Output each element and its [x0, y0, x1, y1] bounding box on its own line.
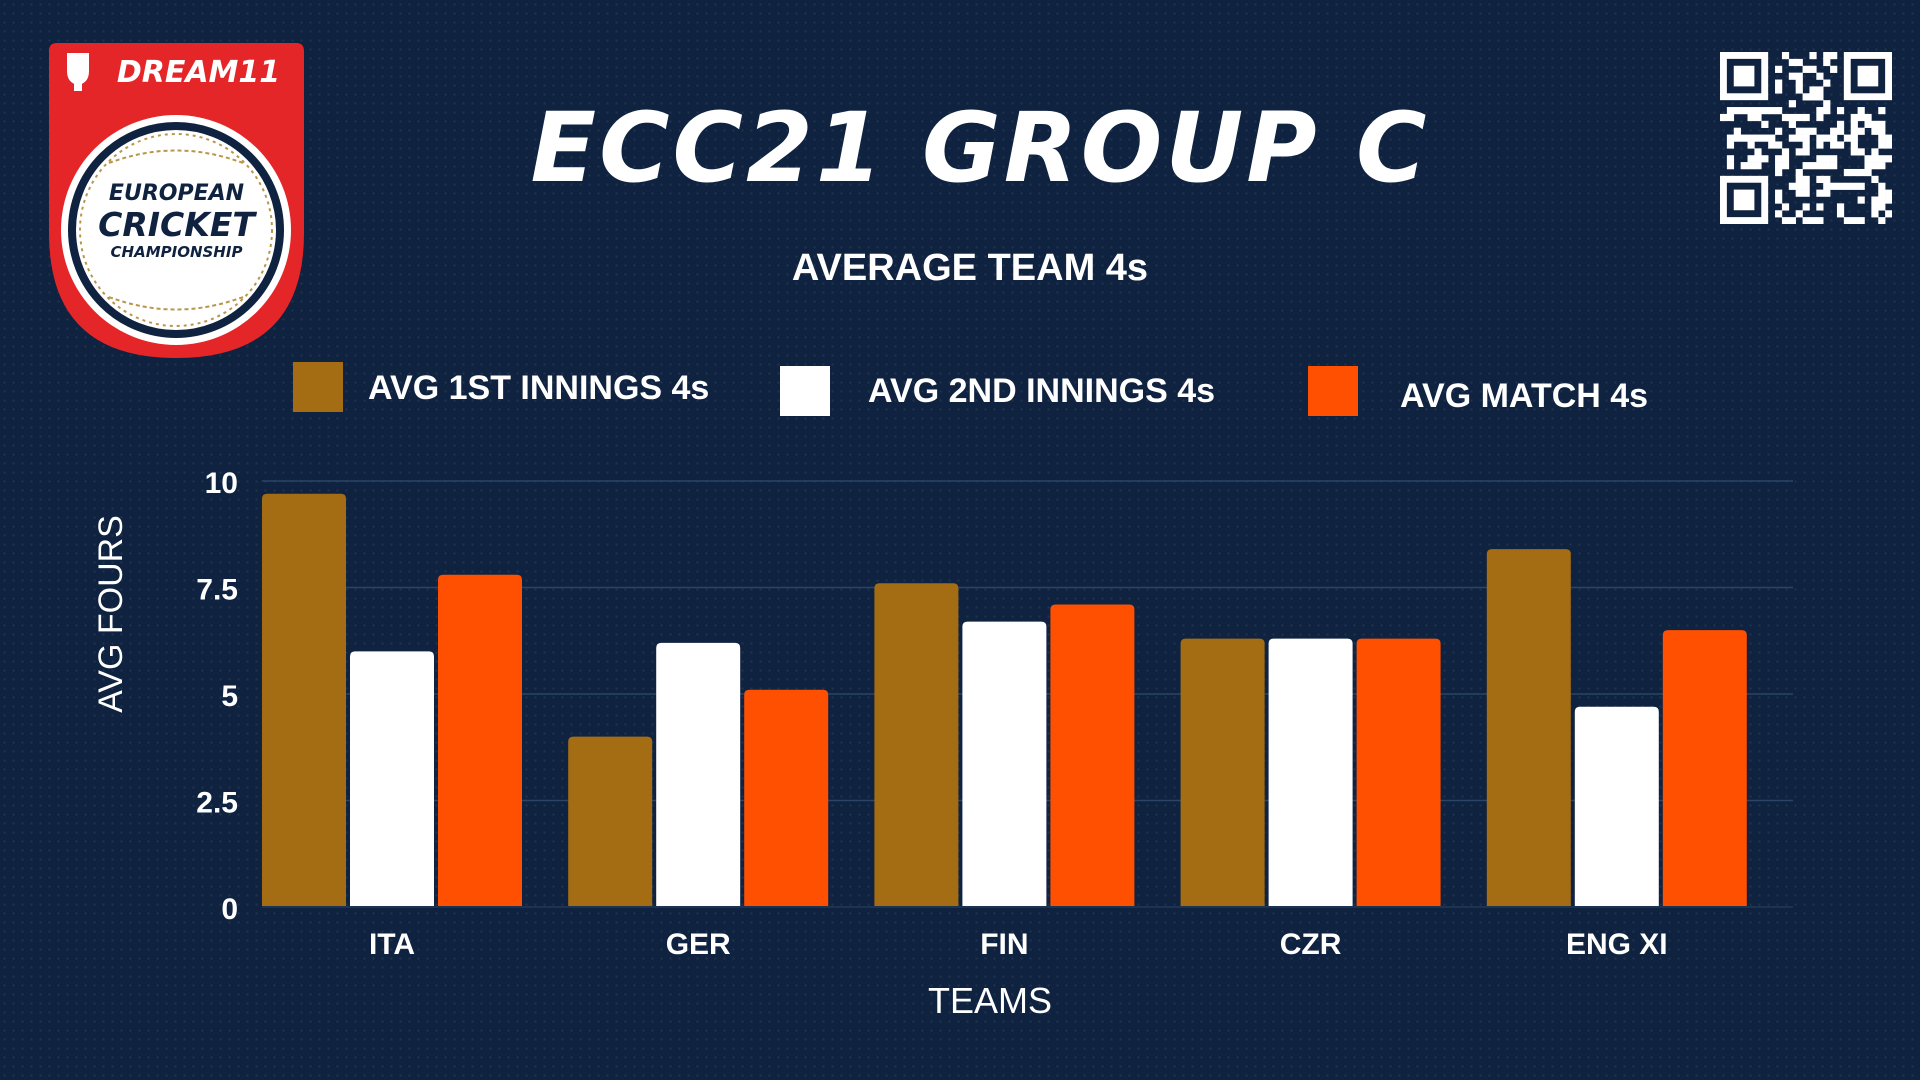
x-tick-label: GER	[666, 928, 731, 961]
dream11-logo-icon	[67, 53, 89, 91]
bar	[1050, 604, 1135, 907]
bar	[1180, 638, 1265, 907]
y-tick-label: 7.5	[196, 574, 238, 607]
legend-label-series-1: AVG 1ST INNINGS 4s	[368, 369, 710, 407]
bar	[1268, 638, 1353, 907]
y-axis-title: AVG FOURS	[92, 515, 130, 713]
legend-swatch-series-3	[1308, 366, 1358, 416]
x-tick-label: ENG XI	[1566, 928, 1668, 961]
sponsor-wordmark: DREAM11	[116, 55, 281, 90]
bar	[1662, 630, 1747, 907]
y-tick-label: 0	[221, 893, 238, 926]
x-tick-label: CZR	[1280, 928, 1342, 961]
chart-subtitle: AVERAGE TEAM 4s	[791, 247, 1149, 289]
legend-swatch-series-1	[293, 362, 343, 412]
bar	[350, 651, 434, 907]
bar	[1486, 549, 1571, 907]
bar	[656, 642, 741, 907]
legend-label-series-3: AVG MATCH 4s	[1400, 377, 1649, 415]
bar	[962, 621, 1047, 907]
y-tick-label: 10	[205, 467, 238, 500]
seal-line-championship: CHAMPIONSHIP	[110, 243, 243, 261]
logo-badge-shape	[49, 43, 304, 358]
x-tick-label: ITA	[369, 928, 415, 961]
bar	[1574, 706, 1659, 907]
bar	[568, 736, 653, 907]
x-tick-label: FIN	[980, 928, 1028, 961]
bar	[262, 493, 346, 907]
chart-title: ECC21 GROUP C	[530, 92, 1430, 204]
legend-swatch-series-2	[780, 366, 830, 416]
y-tick-label: 5	[221, 680, 238, 713]
x-axis-title: TEAMS	[928, 980, 1052, 1021]
seal-line-european: EUROPEAN	[108, 181, 245, 206]
y-tick-label: 2.5	[196, 787, 238, 820]
bar	[744, 689, 829, 907]
legend-label-series-2: AVG 2ND INNINGS 4s	[868, 372, 1216, 410]
seal-line-cricket: CRICKET	[98, 205, 255, 244]
bar	[874, 583, 959, 907]
championship-logo: DREAM11 EUROPEAN CRICKET CHAMPIONSHIP	[49, 43, 304, 358]
bar	[1356, 638, 1441, 907]
qr-code-icon[interactable]	[1720, 52, 1893, 225]
bar	[438, 574, 522, 907]
